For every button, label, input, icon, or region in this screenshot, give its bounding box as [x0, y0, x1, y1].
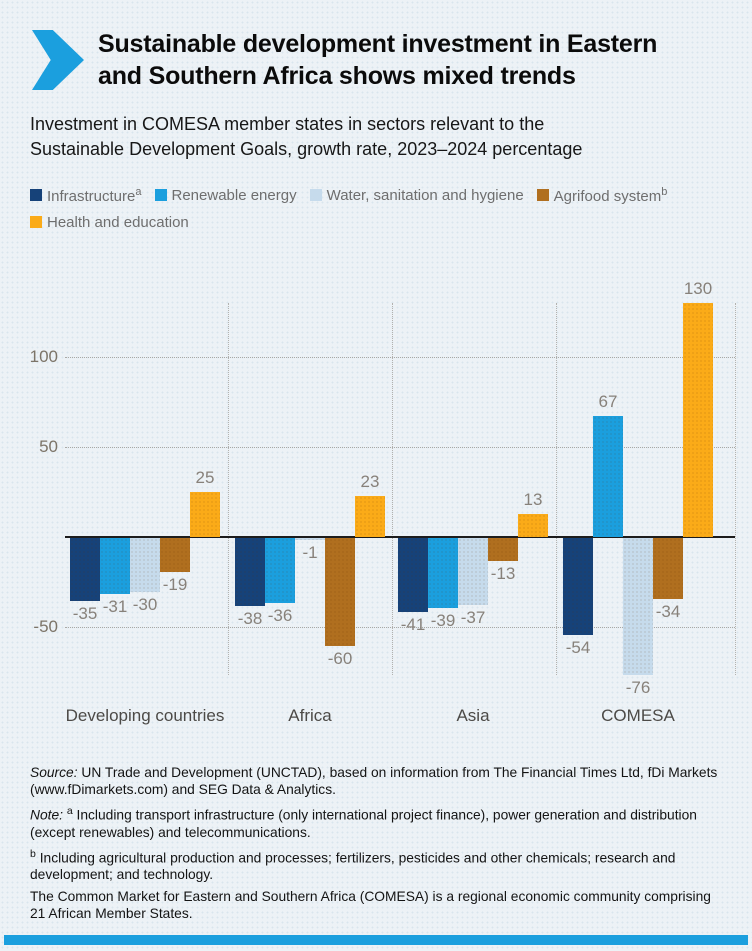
- bar-developing-countries-renewable-energy: [100, 538, 130, 594]
- bar-value-label: 130: [683, 279, 713, 298]
- legend-row-2: Health and education: [30, 214, 730, 231]
- bar-value-label: 67: [598, 392, 618, 412]
- legend-label: Water, sanitation and hygiene: [326, 187, 524, 204]
- note-a-superscript: a: [66, 805, 73, 817]
- legend-swatch-icon: [536, 189, 549, 201]
- gridline-y-50: [65, 447, 735, 448]
- bar-value-label: -30: [132, 595, 158, 614]
- y-tick--50: -50: [33, 617, 58, 636]
- legend-swatch-icon: [30, 216, 42, 228]
- bar-value-label: -60: [327, 649, 353, 668]
- category-label-comesa: COMESA: [601, 706, 675, 725]
- legend-label: Agrifood systemb: [553, 186, 668, 206]
- gridline-y--50: [65, 627, 735, 628]
- bar-value-label: -1: [302, 542, 318, 562]
- bar-developing-countries-agrifood-system: [160, 538, 190, 573]
- bar-africa-infrastructure: [235, 538, 265, 607]
- chart-subtitle-line1: Investment in COMESA member states in se…: [30, 114, 545, 134]
- legend-superscript: b: [661, 186, 668, 198]
- chart-legend: Infrastructurea Renewable energy Water, sa…: [30, 187, 730, 231]
- bar-value-label: -37: [460, 607, 486, 627]
- group-separator-0: [227, 303, 229, 675]
- bar-developing-countries-water-sanitation-and-hygiene: [130, 538, 160, 592]
- note-b: b Including agricultural production and …: [30, 847, 676, 883]
- bottom-accent-stripe: [4, 935, 748, 945]
- comesa-note: The Common Market for Eastern and Southe…: [30, 889, 711, 922]
- y-tick-100: 100: [29, 347, 58, 366]
- bar-value-label: -76: [625, 677, 651, 697]
- legend-item-renewable-energy: Renewable energy: [154, 187, 297, 204]
- bar-africa-water-sanitation-and-hygiene: [295, 538, 325, 540]
- legend-swatch-icon: [154, 189, 167, 201]
- note-b-superscript: b: [30, 847, 36, 860]
- bar-value-label: -19: [162, 575, 188, 595]
- source-note: Source: UN Trade and Development (UNCTAD…: [30, 765, 718, 797]
- bar-asia-water-sanitation-and-hygiene: [458, 538, 488, 605]
- legend-item-water-sanitation-and-hygiene: Water, sanitation and hygiene: [309, 187, 524, 204]
- y-tick-50: 50: [39, 437, 58, 456]
- chart-subtitle-line2: Sustainable Development Goals, growth ra…: [30, 139, 583, 159]
- group-separator-2: [555, 303, 557, 675]
- legend-label: Infrastructurea: [47, 186, 142, 206]
- legend-label: Renewable energy: [171, 187, 297, 204]
- bar-asia-agrifood-system: [488, 538, 518, 562]
- source-label: Source:: [30, 765, 78, 780]
- zero-axis-line: [65, 536, 735, 538]
- bar-value-label: -54: [565, 638, 591, 658]
- bar-value-label: -35: [72, 604, 98, 623]
- bar-developing-countries-infrastructure: [70, 538, 100, 601]
- legend-item-agrifood-system: Agrifood systemb: [536, 186, 668, 206]
- bar-comesa-infrastructure: [563, 538, 593, 636]
- footer-notes: Source: UN Trade and Development (UNCTAD…: [30, 764, 730, 927]
- bar-value-label: -41: [400, 614, 426, 634]
- bar-developing-countries-health-and-education: [190, 492, 220, 537]
- bar-value-label: 23: [360, 471, 380, 491]
- bar-value-label: -13: [490, 564, 516, 584]
- chart-subtitle: Investment in COMESA member states in se…: [30, 112, 680, 162]
- category-label-developing-countries: Developing countries: [65, 706, 225, 725]
- bar-comesa-water-sanitation-and-hygiene: [623, 538, 653, 675]
- bar-asia-renewable-energy: [428, 538, 458, 609]
- note-a: Note: a Including transport infrastructu…: [30, 805, 697, 840]
- legend-item-health-and-education: Health and education: [30, 214, 189, 231]
- category-label-asia: Asia: [456, 706, 490, 725]
- note-label: Note:: [30, 807, 63, 823]
- bar-value-label: 25: [195, 468, 215, 487]
- group-separator-3: [735, 303, 736, 675]
- bar-asia-infrastructure: [398, 538, 428, 612]
- page-title: Sustainable development investment in Ea…: [98, 28, 728, 92]
- legend-row-1: Infrastructurea Renewable energy Water, sa…: [30, 187, 730, 205]
- legend-label: Health and education: [47, 214, 189, 231]
- bar-value-label: -31: [102, 596, 128, 616]
- bar-asia-health-and-education: [518, 513, 548, 537]
- page-title-line2: and Southern Africa shows mixed trends: [98, 62, 576, 90]
- bar-value-label: -39: [430, 611, 456, 631]
- category-label-africa: Africa: [288, 706, 332, 725]
- legend-superscript: a: [135, 186, 142, 198]
- bar-africa-agrifood-system: [325, 538, 355, 646]
- bar-africa-health-and-education: [355, 495, 385, 537]
- legend-item-infrastructure: Infrastructurea: [30, 187, 142, 205]
- gridline-y-100: [65, 357, 735, 358]
- legend-swatch-icon: [30, 189, 42, 201]
- bar-comesa-agrifood-system: [653, 538, 683, 600]
- bar-value-label: -36: [267, 605, 293, 625]
- bar-value-label: -38: [237, 609, 263, 629]
- legend-swatch-icon: [309, 189, 322, 201]
- bar-value-label: -34: [655, 602, 681, 622]
- bar-comesa-health-and-education: [683, 303, 713, 537]
- group-separator-1: [391, 303, 393, 675]
- bar-value-label: 13: [523, 489, 543, 509]
- page-title-line1: Sustainable development investment in Ea…: [98, 30, 658, 58]
- bar-comesa-renewable-energy: [593, 416, 623, 537]
- bar-africa-renewable-energy: [265, 538, 295, 603]
